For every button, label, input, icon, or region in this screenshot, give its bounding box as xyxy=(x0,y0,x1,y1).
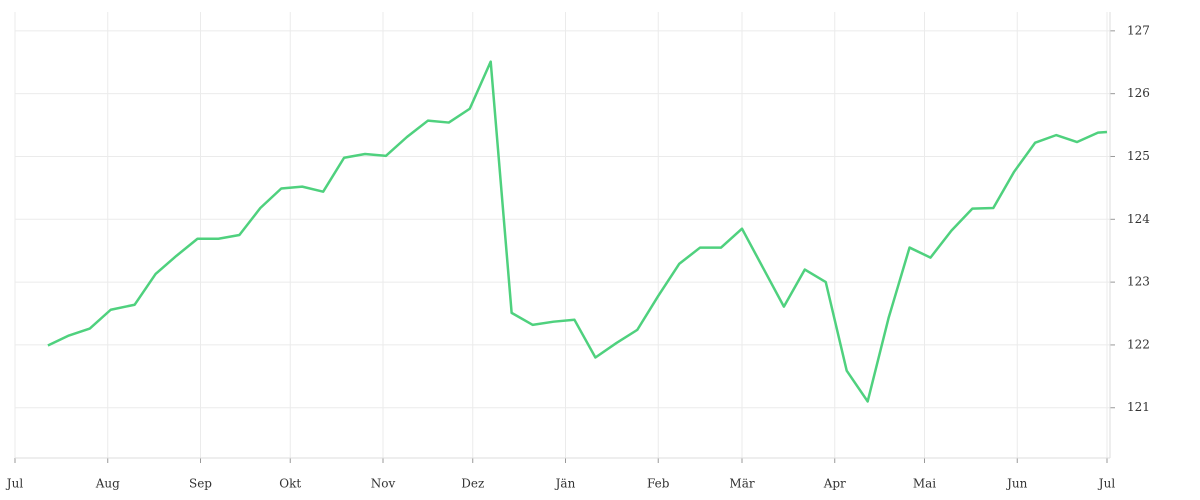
x-tick-label: Apr xyxy=(823,477,846,491)
x-tick-label: Nov xyxy=(371,477,396,491)
y-tick-label: 121 xyxy=(1127,400,1150,414)
x-tick-label: Mär xyxy=(729,477,754,491)
x-tick-label: Jun xyxy=(1005,477,1028,491)
y-tick-label: 126 xyxy=(1127,86,1150,100)
x-tick-label: Dez xyxy=(461,477,484,491)
x-tick-label: Okt xyxy=(279,477,301,491)
y-tick-label: 122 xyxy=(1127,337,1150,351)
x-tick-label: Jul xyxy=(1097,477,1116,491)
line-series xyxy=(47,60,1108,403)
x-tick-label: Feb xyxy=(647,477,670,491)
x-tick-label: Jul xyxy=(5,477,24,491)
x-tick-label: Jän xyxy=(554,477,576,491)
x-tick-label: Aug xyxy=(95,477,120,491)
x-tick-label: Mai xyxy=(913,477,936,491)
y-tick-label: 123 xyxy=(1127,275,1150,289)
y-tick-label: 127 xyxy=(1127,23,1150,37)
y-tick-label: 124 xyxy=(1127,212,1150,226)
y-tick-label: 125 xyxy=(1127,149,1150,163)
x-tick-label: Sep xyxy=(189,477,212,491)
